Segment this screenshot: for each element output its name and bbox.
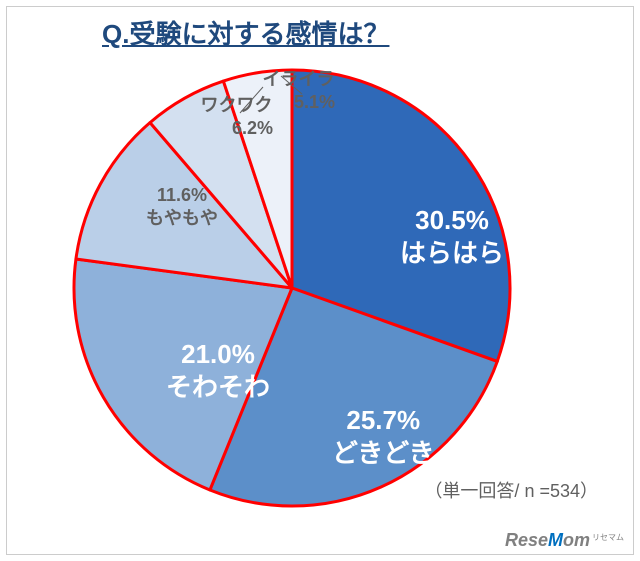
slice-label: イライラ5.1% (262, 68, 335, 113)
slice-name: そわそわ (166, 371, 270, 404)
slice-name: どきどき (332, 437, 434, 470)
slice-name: イライラ (262, 68, 335, 91)
brand-prefix: Rese (505, 530, 548, 550)
slice-label: 21.0%そわそわ (166, 338, 270, 403)
pie-svg (62, 58, 522, 518)
slice-percent: 6.2% (200, 117, 273, 140)
slice-percent: 11.6% (146, 184, 218, 207)
slice-label: 11.6%もやもや (146, 184, 218, 229)
slice-percent: 21.0% (166, 338, 270, 371)
brand-logo: ReseMomリセマム (505, 530, 624, 551)
chart-title: Q.受験に対する感情は？ (102, 14, 389, 51)
brand-suffix: om (563, 530, 590, 550)
brand-accent: M (548, 530, 563, 550)
slice-percent: 25.7% (332, 404, 434, 437)
slice-name: はらはら (400, 237, 504, 270)
slice-name: もやもや (146, 207, 218, 230)
pie-chart: 30.5%はらはら25.7%どきどき21.0%そわそわ11.6%もやもやワクワク… (62, 58, 522, 518)
footnote: （単一回答/ n =534） (424, 477, 598, 503)
slice-percent: 30.5% (400, 204, 504, 237)
slice-label: 30.5%はらはら (400, 204, 504, 269)
slice-label: 25.7%どきどき (332, 404, 434, 469)
brand-sup: リセマム (592, 532, 624, 543)
slice-percent: 5.1% (262, 91, 335, 114)
